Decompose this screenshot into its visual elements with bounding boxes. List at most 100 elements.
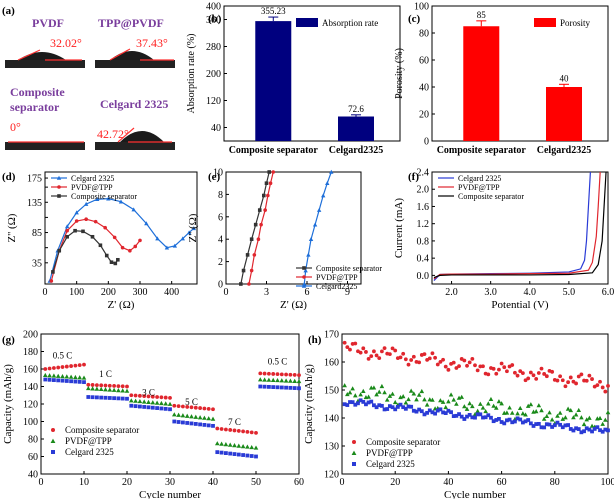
data-point bbox=[325, 181, 330, 185]
legend-label: PVDF@TPP bbox=[71, 183, 113, 192]
data-point bbox=[347, 390, 353, 395]
data-point bbox=[279, 378, 285, 383]
data-point bbox=[64, 224, 70, 229]
data-point bbox=[181, 420, 185, 425]
legend-marker bbox=[352, 440, 356, 444]
y-tick-label: 120 bbox=[206, 96, 221, 107]
data-point bbox=[598, 428, 602, 433]
sample-name-composite-line2: separator bbox=[10, 100, 60, 114]
chart-absorption-rate: (b) 40 120 200 280 360 400 Absorption rate (%) 3… bbox=[186, 2, 401, 156]
chart-rate-capability: (g) 0 10 20 30 40 50 60 40 60 80 100 120 140 160 180 200… bbox=[2, 330, 304, 499]
data-point bbox=[438, 359, 443, 364]
data-point bbox=[150, 405, 155, 410]
data-point bbox=[193, 422, 198, 426]
data-point bbox=[539, 408, 544, 413]
data-point bbox=[316, 207, 322, 212]
data-point bbox=[523, 419, 528, 424]
data-point bbox=[390, 405, 395, 410]
data-point bbox=[552, 423, 557, 428]
data-point bbox=[467, 401, 472, 406]
plot-frame bbox=[341, 333, 609, 475]
y-tick-label: 2.0 bbox=[417, 185, 430, 196]
data-point bbox=[267, 371, 271, 376]
data-point bbox=[457, 364, 461, 369]
data-point bbox=[267, 384, 271, 389]
data-point bbox=[353, 341, 358, 346]
data-point bbox=[133, 244, 138, 249]
data-point bbox=[510, 363, 515, 367]
y-tick-label: 1.2 bbox=[417, 219, 430, 230]
data-point bbox=[159, 395, 164, 400]
y-tick-label: 175 bbox=[27, 174, 42, 185]
data-point bbox=[64, 374, 70, 379]
data-point bbox=[440, 399, 446, 404]
data-point bbox=[590, 377, 594, 381]
data-point bbox=[254, 430, 258, 435]
x-tick-label: 0 bbox=[224, 287, 229, 298]
panel-label: (d) bbox=[2, 171, 16, 183]
data-point bbox=[486, 401, 491, 406]
sample-name-pvdf: PVDF bbox=[32, 16, 64, 30]
data-point bbox=[64, 364, 69, 369]
y-tick-label: 2.4 bbox=[417, 168, 430, 179]
data-point bbox=[296, 378, 302, 384]
data-point bbox=[51, 270, 55, 274]
data-point bbox=[544, 422, 549, 427]
data-point bbox=[279, 372, 284, 377]
data-point bbox=[475, 408, 480, 413]
data-point bbox=[90, 386, 95, 391]
bar-value-label: 72.6 bbox=[348, 104, 364, 114]
data-point bbox=[406, 362, 411, 367]
data-point bbox=[168, 407, 172, 412]
data-point bbox=[505, 418, 509, 423]
data-point bbox=[462, 358, 467, 363]
data-point bbox=[563, 423, 568, 428]
data-point bbox=[133, 398, 138, 403]
data-point bbox=[292, 373, 297, 377]
data-point bbox=[603, 389, 608, 394]
y-tick-label: 85 bbox=[32, 228, 42, 239]
data-point bbox=[186, 230, 192, 235]
data-point bbox=[202, 423, 207, 427]
data-point bbox=[560, 416, 566, 421]
bar bbox=[463, 26, 500, 141]
data-point bbox=[90, 383, 95, 387]
data-point bbox=[284, 385, 288, 390]
data-point bbox=[372, 403, 376, 408]
data-point bbox=[73, 374, 78, 380]
data-point bbox=[366, 356, 371, 361]
data-point bbox=[590, 429, 594, 434]
panel-label: (h) bbox=[308, 334, 322, 346]
data-point bbox=[523, 378, 528, 383]
data-point bbox=[446, 408, 451, 413]
data-point bbox=[47, 366, 52, 371]
data-point bbox=[68, 374, 74, 379]
data-point bbox=[303, 268, 308, 273]
data-point bbox=[579, 372, 584, 377]
bar bbox=[255, 21, 292, 141]
data-point bbox=[350, 400, 355, 405]
data-point bbox=[547, 410, 552, 415]
y-tick-label: 360 bbox=[206, 15, 221, 26]
data-point bbox=[470, 356, 475, 361]
data-point bbox=[497, 367, 501, 372]
data-point bbox=[387, 404, 392, 409]
x-tick-label: 0 bbox=[340, 477, 345, 488]
data-point bbox=[525, 403, 531, 408]
data-point bbox=[443, 364, 448, 369]
data-point bbox=[446, 399, 451, 404]
data-point bbox=[219, 450, 224, 455]
data-point bbox=[65, 228, 69, 233]
data-point bbox=[176, 404, 181, 409]
data-point bbox=[342, 383, 347, 388]
legend-marker bbox=[302, 266, 306, 270]
data-point bbox=[600, 385, 605, 390]
data-point bbox=[111, 387, 117, 392]
data-point bbox=[116, 384, 121, 389]
data-point bbox=[112, 396, 116, 401]
data-point bbox=[131, 207, 136, 212]
data-point bbox=[401, 351, 406, 356]
data-point bbox=[103, 395, 108, 400]
data-point bbox=[536, 421, 541, 426]
data-point bbox=[589, 423, 595, 428]
